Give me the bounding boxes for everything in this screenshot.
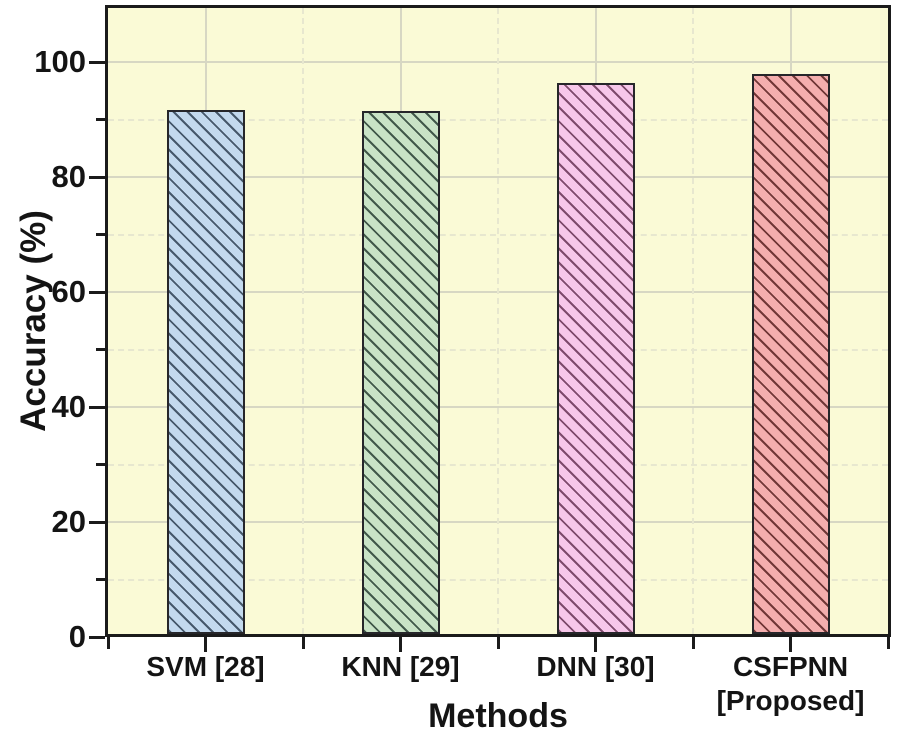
y-axis-major-tick [89, 635, 105, 639]
x-axis-minor-tick [886, 637, 890, 649]
y-axis-major-tick [89, 60, 105, 64]
y-tick-label: 0 [68, 619, 86, 654]
x-axis-title: Methods [428, 697, 568, 735]
v-gridline-minor [692, 8, 694, 634]
x-tick-label: DNN [30] [536, 651, 655, 682]
y-tick-label: 60 [51, 274, 86, 310]
x-tick-label: CSFPNN [Proposed] [716, 651, 865, 716]
y-axis-minor-tick [96, 578, 105, 582]
x-axis-minor-tick [301, 637, 305, 649]
x-axis-minor-tick [496, 637, 500, 649]
y-axis-major-tick [89, 175, 105, 179]
x-axis-major-tick [594, 637, 597, 652]
x-tick-label: SVM [28] [146, 651, 265, 682]
v-gridline-minor [302, 8, 304, 634]
x-axis-minor-tick [106, 637, 110, 649]
bar-knn-29 [361, 111, 440, 634]
v-gridline-minor [497, 8, 499, 634]
y-axis-minor-tick [96, 463, 105, 467]
y-tick-label: 80 [51, 159, 86, 195]
x-axis-minor-tick [691, 637, 695, 649]
bar-csfpnn-proposed [751, 73, 830, 634]
y-axis-minor-tick [96, 348, 105, 352]
bar-dnn-30 [556, 82, 635, 634]
y-tick-label: 20 [51, 504, 86, 540]
y-tick-label: 40 [51, 389, 86, 425]
bar-svm-28 [166, 109, 245, 634]
y-axis-major-tick [89, 405, 105, 409]
x-axis-major-tick [204, 637, 207, 652]
y-axis-major-tick [89, 290, 105, 294]
x-axis-major-tick [789, 637, 792, 652]
y-axis-minor-tick [96, 233, 105, 237]
y-axis-minor-tick [96, 118, 105, 122]
y-tick-label: 100 [34, 44, 86, 80]
y-axis-major-tick [89, 520, 105, 524]
x-axis-major-tick [399, 637, 402, 652]
x-tick-label: KNN [29] [341, 651, 460, 682]
plot-area [105, 5, 891, 637]
